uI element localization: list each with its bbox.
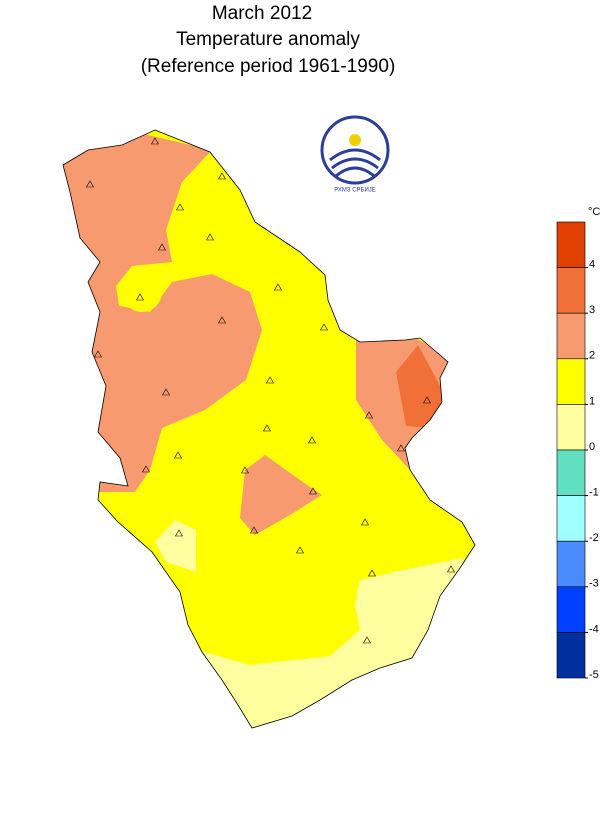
legend-swatch [556,221,586,268]
station [367,569,377,577]
legend-tick-label: -1 [589,487,599,499]
legend-tick-label: 3 [589,304,595,316]
station [173,451,183,459]
legend-swatch [556,312,586,360]
title-line: Temperature anomaly [176,29,360,50]
title-line: March 2012 [212,3,312,24]
logo-waves [329,148,381,178]
legend-swatch [556,586,586,633]
station [85,180,95,188]
station [141,465,151,473]
legend-tick-label: -5 [589,669,599,681]
station [362,636,372,644]
station [135,293,145,301]
station [319,323,329,331]
legend-swatch [556,632,586,679]
station [157,243,167,251]
zone-2-3 [240,455,322,535]
title-line: (Reference period 1961-1990) [141,56,396,77]
zone-1-2 [122,272,162,312]
legend-tick-label: 4 [589,259,595,271]
border [62,129,476,729]
legend-tick-label: 0 [589,441,595,453]
legend-swatch [556,495,586,542]
legend-tick-label: 2 [589,350,595,362]
legend-swatch [556,540,586,588]
legend-tick-label: 1 [589,395,595,407]
station [262,424,272,432]
station [360,518,370,526]
station [205,233,215,241]
zone-0-1 [155,520,196,572]
station [249,526,259,534]
station [422,396,432,404]
zone-3-4 [396,345,445,428]
legend-tick-label: -2 [589,532,599,544]
station [295,546,305,554]
station [446,565,456,573]
legend-swatch [556,358,586,405]
station [93,350,103,358]
station [217,316,227,324]
station [307,436,317,444]
logo-text: РХМЗ СРБИЈЕ [334,188,376,194]
station [161,388,171,396]
station [265,376,275,384]
stations [85,137,456,644]
legend-swatch [556,449,586,496]
station [174,529,184,537]
legend-unit: °C [588,206,600,218]
station [308,487,318,495]
legend-tick-label: -3 [589,578,599,590]
station [273,283,283,291]
station [240,466,250,474]
station [396,444,406,452]
logo-sun [349,134,361,146]
station [217,172,227,180]
station [150,137,160,145]
legend-swatch [556,267,586,314]
legend-swatch [556,404,586,451]
logo: РХМЗ СРБИЈЕ [320,115,390,194]
station [175,203,185,211]
legend-tick-label: -4 [589,623,599,635]
station [364,411,374,419]
legend: °C 4 3 2 1 0 -1 -2 -3 -4 -5 [556,206,600,681]
